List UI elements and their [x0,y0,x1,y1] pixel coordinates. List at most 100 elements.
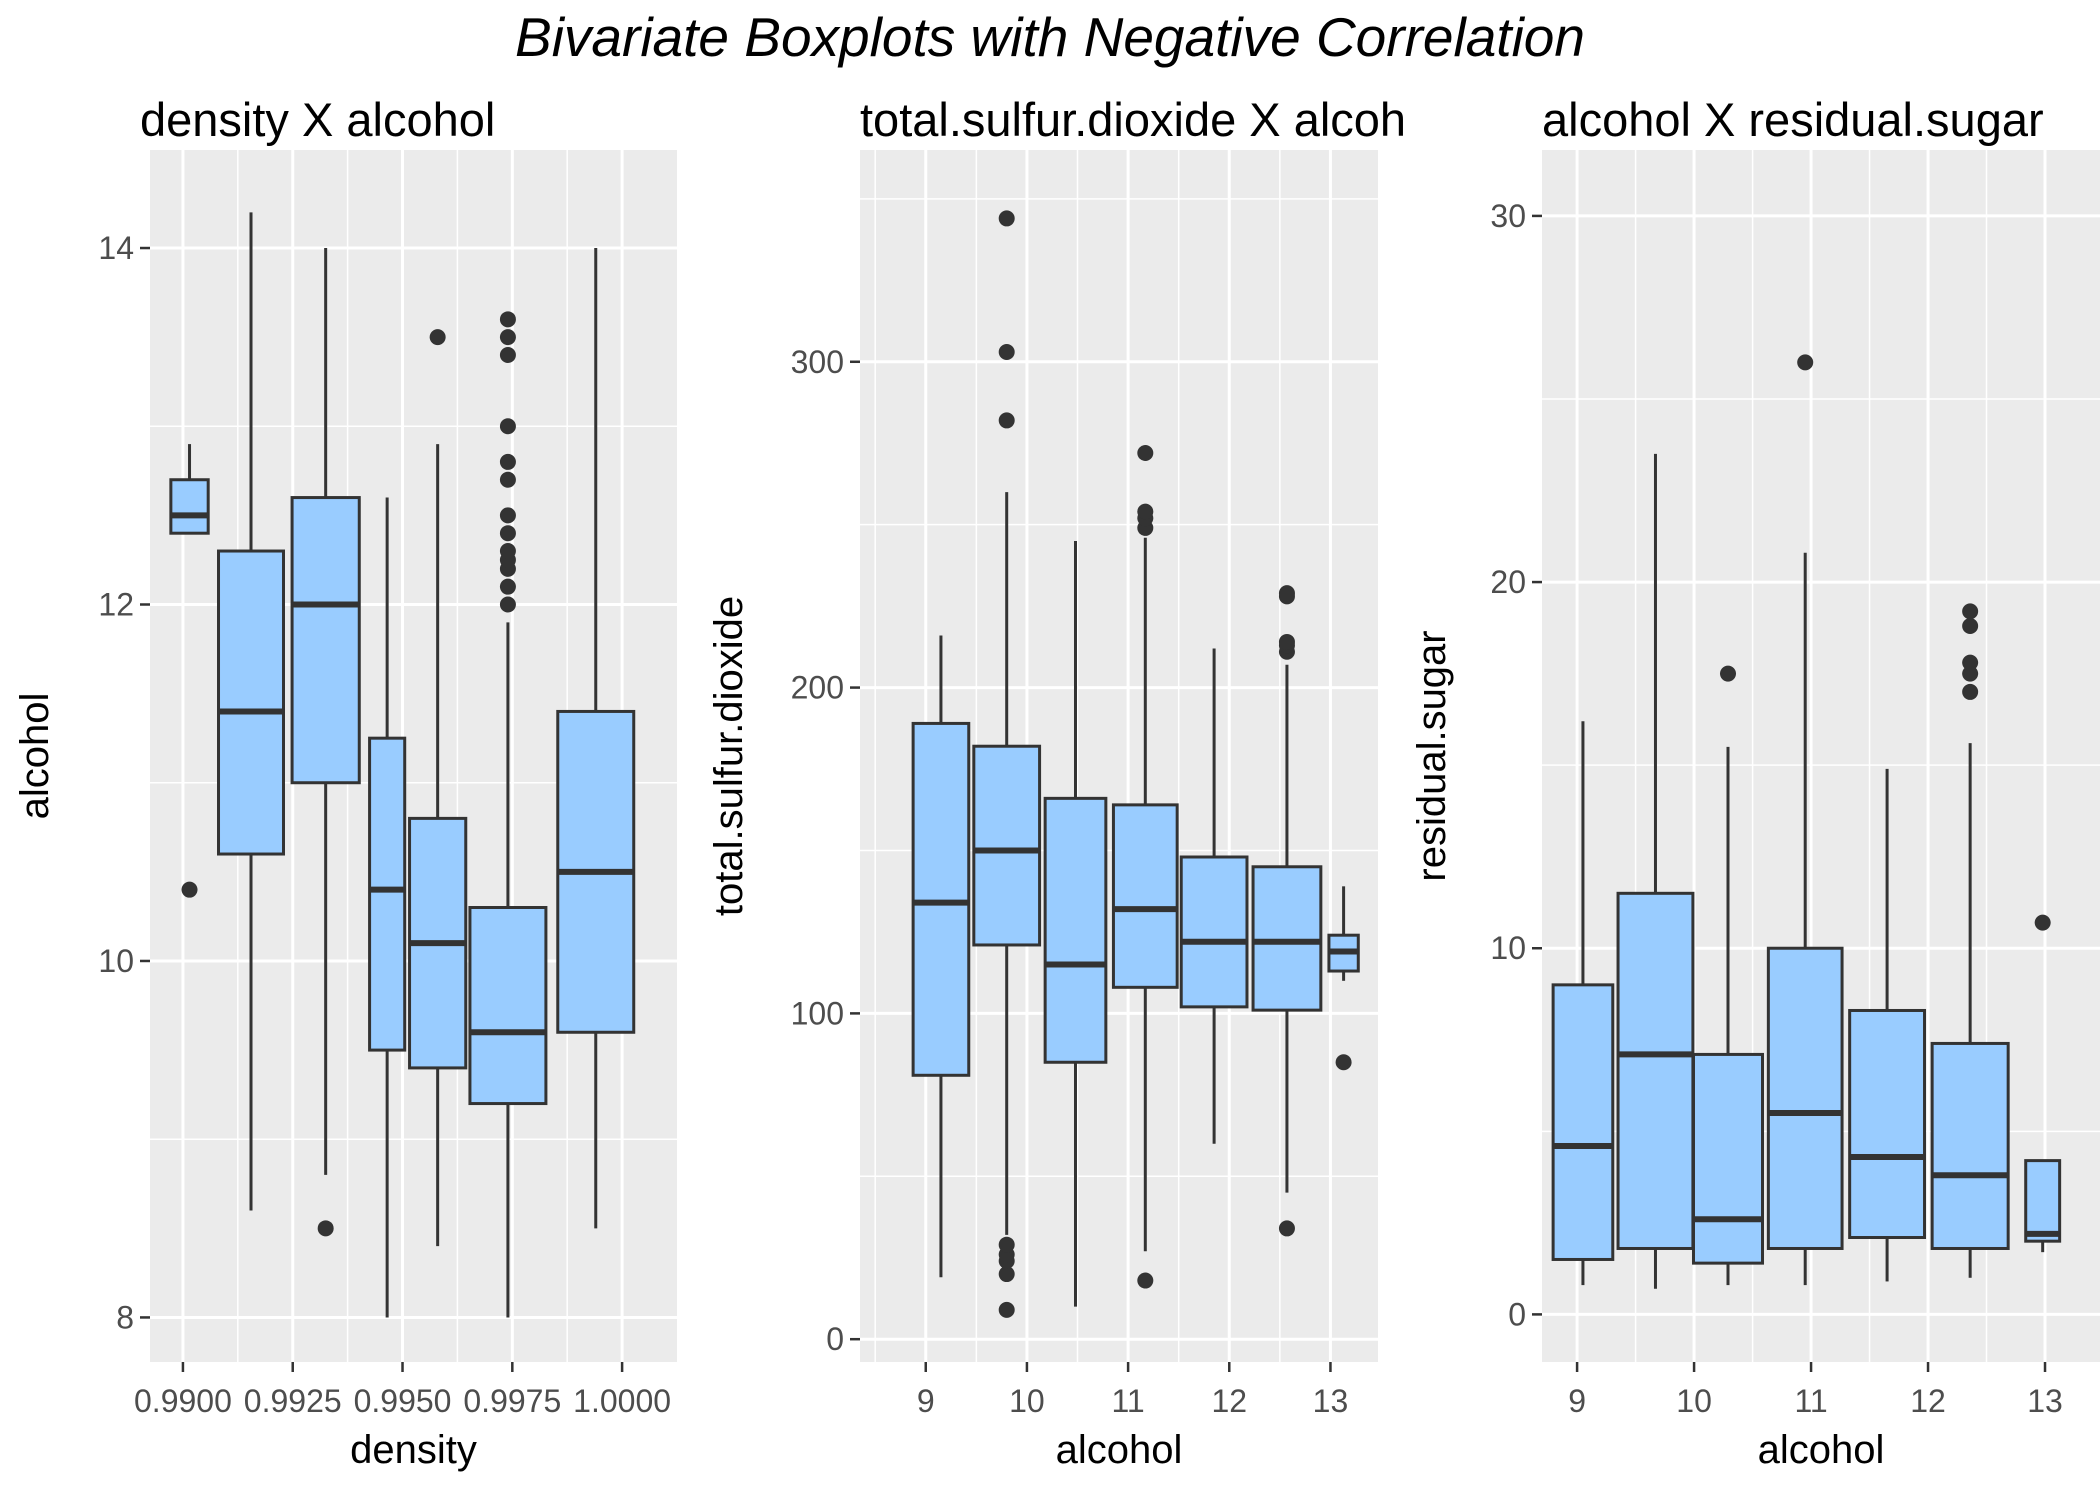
panel-title: density X alcohol [140,93,495,146]
outlier-point [1962,654,1979,671]
box [1551,983,1615,1261]
box-group [556,248,636,1229]
box-group [408,329,468,1247]
outlier-point [1137,503,1154,520]
outlier-point [1278,1220,1295,1237]
outlier-point [499,525,516,542]
panel-2: 0 100 200 300 9 10 11 12 13 total.sulfur.dioxide … [707,93,1443,1472]
outlier-point [499,453,516,470]
outlier-point [499,471,516,488]
x-axis-title: alcohol [1056,1428,1183,1472]
box-group [911,635,971,1278]
x-tick-label: 13 [1313,1383,1349,1419]
y-tick-label: 10 [98,943,134,979]
outlier-point [1278,585,1295,602]
box-group [1111,445,1179,1289]
panel-3: 0 10 20 30 9 10 11 12 13 alcohol X residual.sugar… [1410,93,2100,1472]
box [911,721,971,1077]
outlier-point [499,543,516,560]
box-group [1179,648,1249,1144]
box [468,906,548,1106]
y-tick-label: 14 [98,230,134,266]
x-tick-label: 11 [1111,1383,1144,1419]
outlier-point [1720,665,1736,682]
box [1111,803,1179,989]
x-axis-title: density [350,1428,477,1472]
figure-title-container: Bivariate Boxplots with Negative Correla… [0,0,2100,75]
box-group [1930,603,2010,1278]
outlier-point [181,881,198,898]
box-group [368,497,407,1318]
outlier-point [1278,633,1295,650]
outlier-point [499,418,516,435]
box [972,744,1042,947]
outlier-point [1962,618,1979,635]
outlier-point [998,210,1015,227]
outlier-point [998,1266,1015,1283]
box [1251,865,1323,1012]
box-group [1691,665,1765,1286]
outlier-point [1335,1054,1352,1071]
outlier-point [499,578,516,595]
box [1616,891,1695,1250]
y-axis-title: total.sulfur.dioxide [707,596,751,916]
box [2024,1159,2062,1243]
y-axis-title: residual.sugar [1410,630,1454,881]
box [1766,946,1844,1250]
outlier-point [998,1236,1015,1253]
box-group [1551,721,1615,1286]
outlier-point [2034,914,2051,931]
box-group [1766,354,1844,1286]
box-group [169,444,210,898]
y-tick-label: 8 [116,1299,134,1335]
x-tick-label: 13 [2027,1383,2063,1419]
outlier-point [1137,445,1154,461]
x-axis-title: alcohol [1758,1428,1885,1472]
outlier-point [998,344,1015,360]
outlier-point [499,346,516,363]
x-tick-label: 0.9975 [463,1383,561,1419]
x-tick-label: 12 [1211,1383,1247,1419]
y-tick-label: 300 [791,344,844,380]
box [290,496,361,785]
y-tick-label: 10 [1490,930,1526,966]
y-tick-label: 20 [1490,564,1526,600]
y-tick-label: 30 [1490,198,1526,234]
box-group [468,311,548,1318]
x-tick-label: 11 [1794,1383,1827,1419]
outlier-point [499,507,516,524]
y-axis-title: alcohol [13,693,57,820]
figure-title: Bivariate Boxplots with Negative Correla… [515,6,1585,68]
y-tick-label: 12 [98,587,134,623]
outlier-point [1137,1272,1154,1289]
y-tick-label: 100 [791,995,844,1031]
y-tick-label: 0 [826,1321,844,1357]
panel-title: total.sulfur.dioxide X alcohol [860,93,1443,146]
outlier-point [1962,603,1979,620]
outlier-point [499,311,516,328]
x-tick-label: 12 [1910,1383,1946,1419]
outlier-point [429,329,446,346]
box-group [1848,768,1927,1282]
box-group [1043,540,1108,1307]
box-group [2024,914,2062,1253]
y-tick-label: 200 [791,670,844,706]
box [1930,1041,2010,1250]
y-tick-label: 0 [1508,1296,1526,1332]
box [368,736,407,1052]
x-tick-label: 1.0000 [573,1383,671,1419]
box [1179,855,1249,1009]
x-tick-label: 9 [917,1383,935,1419]
outlier-point [1797,354,1814,371]
outlier-point [1962,665,1979,682]
x-tick-label: 9 [1568,1383,1586,1419]
box [1691,1052,1765,1265]
box-group [1251,585,1323,1237]
box [169,478,210,535]
x-tick-label: 10 [1676,1383,1712,1419]
x-tick-label: 0.9900 [134,1383,232,1419]
panel-1: 8 10 12 14 0.9900 0.9925 0.9950 0.9975 1.0000 den… [13,93,677,1472]
box [1848,1008,1927,1240]
box [1043,796,1108,1064]
